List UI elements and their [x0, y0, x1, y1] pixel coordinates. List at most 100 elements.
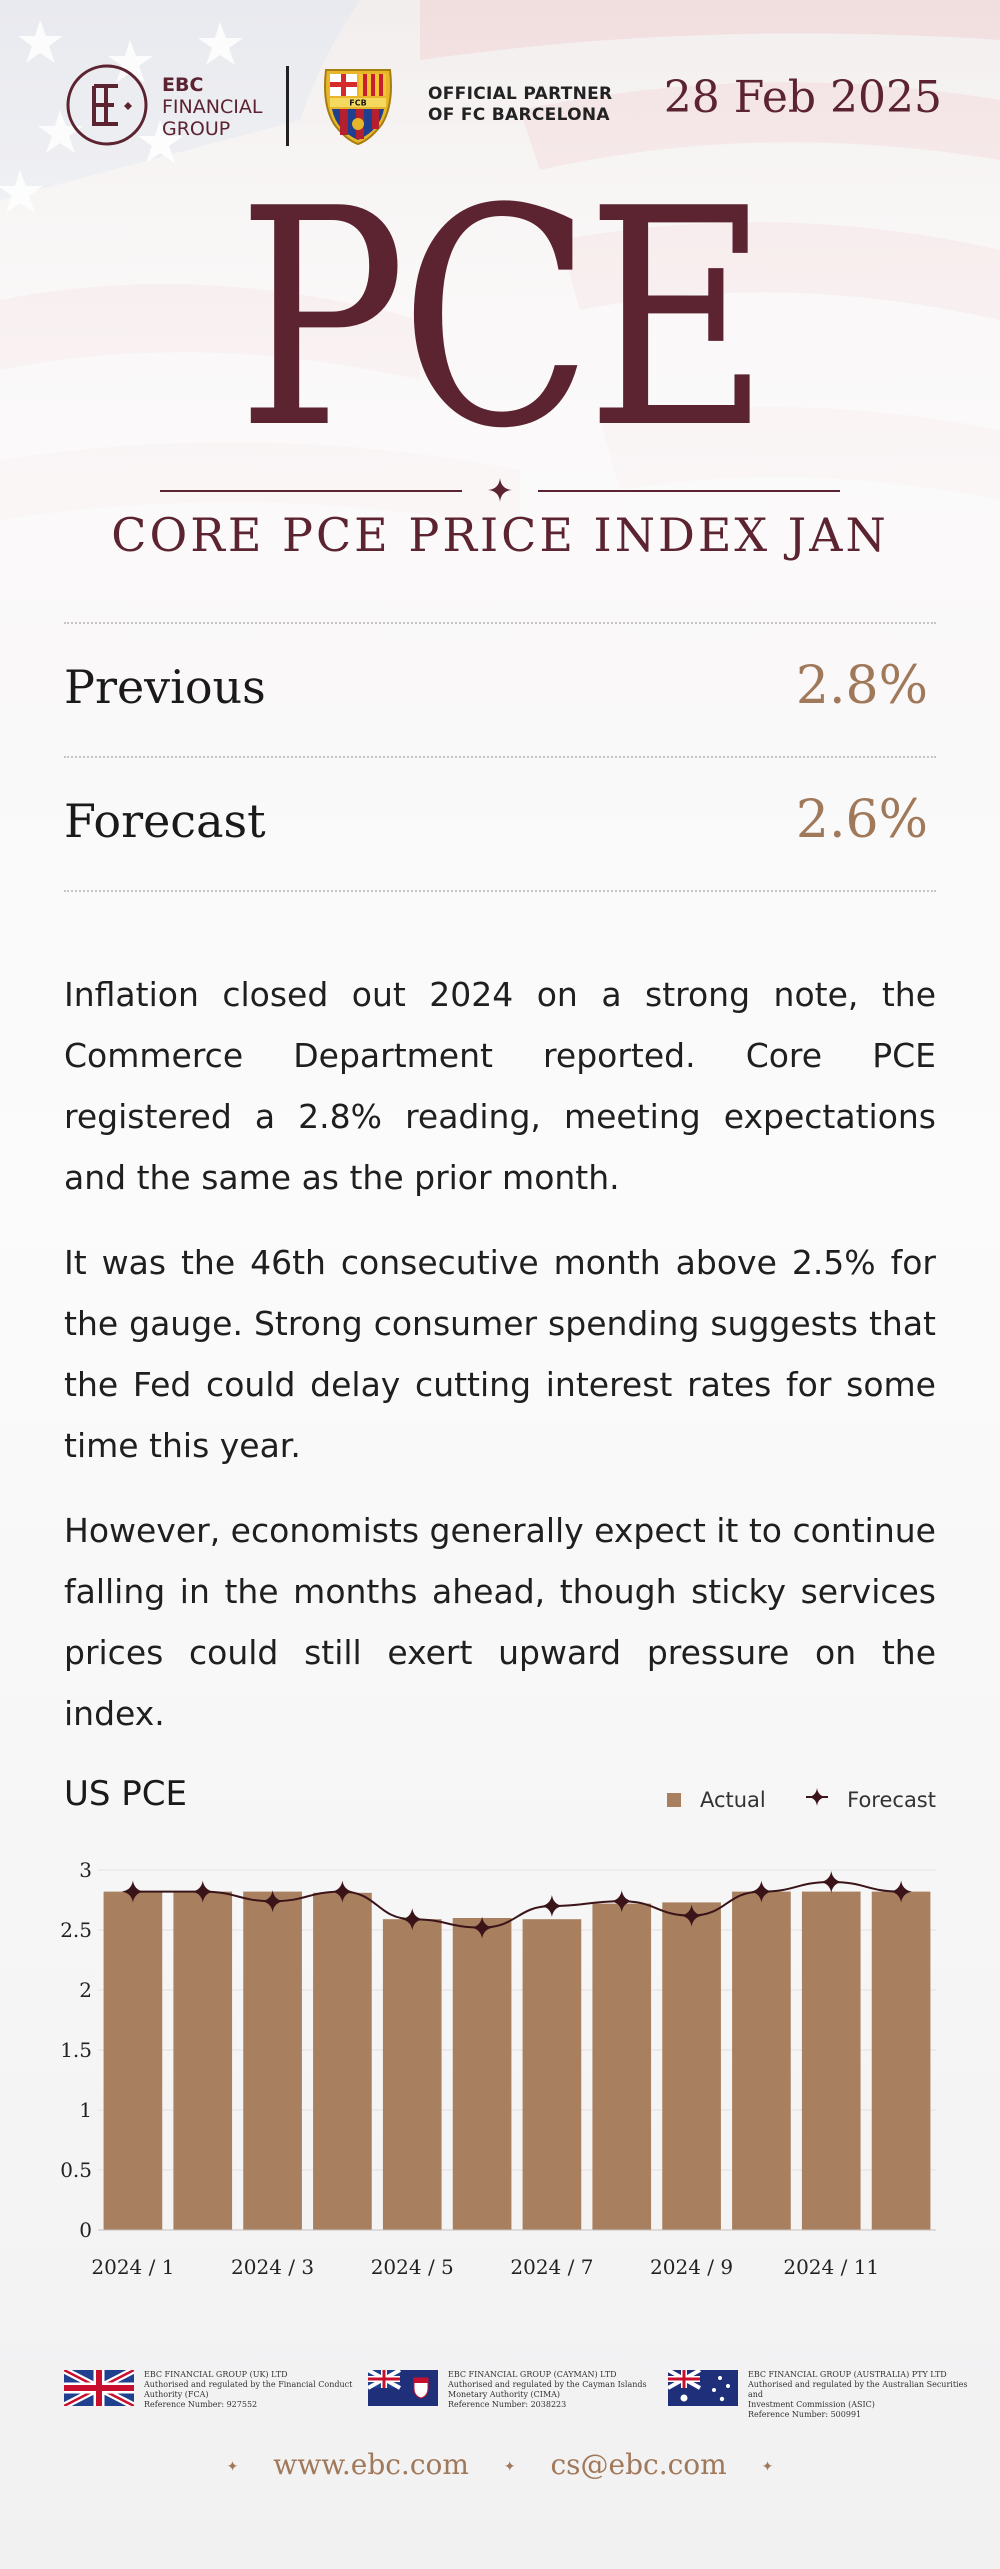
logo-line-1: EBC — [162, 74, 204, 96]
y-tick-label: 3 — [79, 1858, 92, 1882]
entity-line: EBC FINANCIAL GROUP (UK) LTD — [144, 2370, 288, 2379]
entity-line: Authorised and regulated by the Australi… — [748, 2380, 968, 2399]
y-tick-label: 2.5 — [60, 1918, 92, 1942]
bar-actual — [662, 1902, 721, 2230]
forecast-point — [750, 1880, 773, 1903]
x-tick-label: 2024 / 9 — [650, 2255, 733, 2279]
y-tick-label: 0 — [79, 2218, 92, 2242]
forecast-point — [471, 1916, 494, 1939]
entity-text: EBC FINANCIAL GROUP (CAYMAN) LTD Authori… — [448, 2370, 668, 2410]
x-tick-label: 2024 / 1 — [91, 2255, 174, 2279]
page-title: PCE — [236, 145, 770, 494]
header-divider — [286, 66, 289, 146]
bar-actual — [592, 1903, 652, 2230]
legend-actual-swatch — [667, 1792, 682, 1807]
forecast-point — [401, 1908, 424, 1931]
entity-text: EBC FINANCIAL GROUP (UK) LTD Authorised … — [144, 2370, 364, 2410]
divider-1 — [64, 622, 936, 624]
header: EBC FINANCIAL GROUP FCB OFFICIAL PARTNER… — [0, 0, 1000, 180]
partner-line-1: OFFICIAL PARTNER — [428, 84, 613, 104]
chart-title: US PCE — [64, 1774, 188, 1814]
website-link[interactable]: www.ebc.com — [273, 2448, 469, 2481]
x-tick-label: 2024 / 5 — [371, 2255, 454, 2279]
email-link[interactable]: cs@ebc.com — [550, 2448, 727, 2481]
stat-value: 2.8% — [795, 656, 928, 716]
contact-bar: ✦ www.ebc.com ✦ cs@ebc.com ✦ — [0, 2448, 1000, 2481]
article-body: Inflation closed out 2024 on a strong no… — [64, 964, 936, 1768]
forecast-point — [540, 1895, 563, 1917]
legend-forecast-label: Forecast — [847, 1787, 936, 1812]
partner-line-2: OF FC BARCELONA — [428, 105, 610, 125]
entity-line: Authority (FCA) — [144, 2390, 209, 2399]
bar-actual — [173, 1891, 233, 2230]
stat-value: 2.6% — [795, 790, 928, 850]
entity-line: Monetary Authority (CIMA) — [448, 2390, 561, 2399]
entity-line: Reference Number: 2038223 — [448, 2400, 567, 2409]
entity-line: Reference Number: 500991 — [748, 2410, 862, 2419]
legend-forecast-marker-icon — [806, 1786, 829, 1813]
entity-line: Authorised and regulated by the Financia… — [144, 2380, 353, 2389]
forecast-point — [820, 1871, 843, 1893]
y-tick-label: 1 — [79, 2098, 92, 2122]
entity-line: Investment Commission (ASIC) — [748, 2400, 875, 2409]
forecast-point — [890, 1880, 913, 1903]
title-rule-left — [160, 490, 462, 492]
bar-actual — [382, 1919, 442, 2230]
uk-flag-icon — [64, 2370, 134, 2406]
forecast-point — [680, 1904, 703, 1927]
page-subtitle: CORE PCE PRICE INDEX JAN — [111, 508, 889, 562]
bar-actual — [243, 1891, 302, 2230]
logo-wordmark: EBC FINANCIAL GROUP — [162, 74, 262, 140]
x-tick-label: 2024 / 7 — [510, 2255, 593, 2279]
paragraph: Inflation closed out 2024 on a strong no… — [64, 975, 936, 1197]
stat-label: Previous — [64, 660, 266, 714]
us-flag-background — [0, 0, 1000, 700]
forecast-point — [331, 1880, 354, 1903]
stat-row-forecast: Forecast 2.6% — [64, 758, 936, 888]
australia-flag-icon — [668, 2370, 738, 2406]
bar-actual — [103, 1891, 163, 2230]
chart-legend: Actual Forecast — [667, 1786, 936, 1813]
bar-actual — [801, 1891, 861, 2230]
divider-3 — [64, 890, 936, 892]
forecast-point — [610, 1890, 633, 1913]
stat-label: Forecast — [64, 794, 266, 848]
stat-row-previous: Previous 2.8% — [64, 624, 936, 754]
bar-actual — [452, 1918, 512, 2230]
regulatory-footer: EBC FINANCIAL GROUP (UK) LTD Authorised … — [0, 2370, 1000, 2430]
entity-line: Reference Number: 927552 — [144, 2400, 258, 2409]
legend-actual-label: Actual — [699, 1787, 766, 1812]
cayman-flag-icon — [368, 2370, 438, 2406]
paragraph: However, economists generally expect it … — [64, 1511, 936, 1733]
entity-text: EBC FINANCIAL GROUP (AUSTRALIA) PTY LTD … — [748, 2370, 968, 2420]
logo-line-3: GROUP — [162, 118, 231, 140]
y-tick-label: 1.5 — [60, 2038, 92, 2062]
logo-line-2: FINANCIAL — [162, 96, 263, 118]
entity-line: EBC FINANCIAL GROUP (AUSTRALIA) PTY LTD — [748, 2370, 947, 2379]
x-tick-label: 2024 / 11 — [783, 2255, 879, 2279]
star-ornament-icon: ✦ — [761, 2458, 774, 2475]
partner-text: OFFICIAL PARTNER OF FC BARCELONA — [428, 84, 612, 126]
y-tick-label: 0.5 — [60, 2158, 92, 2182]
us-pce-chart: 0 0.5 1 1.5 2 2.5 3 2024 / 1 2024 / 3 2024 / 5 202… — [60, 1858, 936, 2279]
entity-line: EBC FINANCIAL GROUP (CAYMAN) LTD — [448, 2370, 617, 2379]
bar-actual — [732, 1891, 791, 2230]
ebc-logo-icon — [66, 64, 148, 146]
star-ornament-icon: ✦ — [226, 2458, 239, 2475]
release-date: 28 Feb 2025 — [663, 72, 942, 123]
paragraph: It was the 46th consecutive month above … — [64, 1243, 936, 1465]
bar-actual — [313, 1892, 372, 2230]
fc-barcelona-crest-icon: FCB — [324, 69, 392, 146]
diamond-ornament-icon — [488, 478, 512, 502]
entity-line: Authorised and regulated by the Cayman I… — [448, 2380, 647, 2389]
x-tick-label: 2024 / 3 — [231, 2255, 314, 2279]
title-rule-right — [538, 490, 840, 492]
divider-2 — [64, 756, 936, 758]
forecast-point — [121, 1880, 144, 1903]
forecast-point — [261, 1890, 284, 1913]
bar-actual — [522, 1919, 582, 2230]
forecast-point — [191, 1880, 214, 1903]
crest-label: FCB — [349, 99, 366, 108]
bar-actual — [871, 1891, 931, 2230]
star-ornament-icon: ✦ — [503, 2458, 516, 2475]
